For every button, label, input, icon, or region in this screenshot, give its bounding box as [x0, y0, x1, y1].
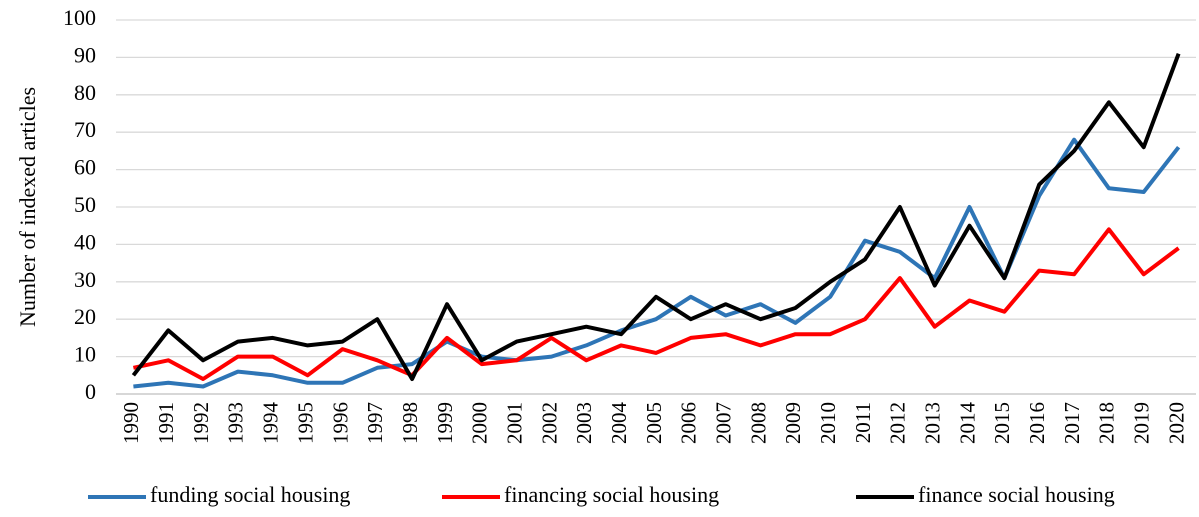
y-tick-label: 10 — [74, 342, 96, 367]
x-tick-label: 2009 — [781, 402, 805, 444]
x-tick-label: 2015 — [990, 402, 1014, 444]
x-tick-label: 2004 — [607, 402, 631, 445]
series-line — [133, 137, 1181, 389]
x-tick-label: 2007 — [711, 402, 735, 444]
x-tick-label: 2008 — [746, 402, 770, 444]
x-tick-label: 1997 — [363, 402, 387, 444]
x-tick-label: 2011 — [851, 402, 875, 443]
y-tick-label: 90 — [74, 42, 96, 67]
y-tick-label: 60 — [74, 155, 96, 180]
series-line — [131, 53, 1181, 381]
x-tick-label: 2019 — [1130, 402, 1154, 444]
legend-label: financing social housing — [504, 482, 719, 507]
x-tick-label: 2020 — [1164, 402, 1188, 444]
y-tick-label: 30 — [74, 267, 96, 292]
y-tick-label: 70 — [74, 117, 96, 142]
x-tick-label: 2001 — [502, 402, 526, 444]
x-tick-label: 1990 — [119, 402, 143, 444]
y-tick-label: 100 — [63, 5, 96, 30]
legend-label: finance social housing — [918, 482, 1115, 507]
x-tick-label: 2006 — [677, 402, 701, 444]
x-tick-label: 2000 — [468, 402, 492, 444]
y-tick-label: 0 — [85, 379, 96, 404]
x-tick-label: 1991 — [154, 402, 178, 444]
x-tick-label: 2005 — [642, 402, 666, 444]
x-tick-label: 2003 — [572, 402, 596, 444]
x-tick-label: 1992 — [189, 402, 213, 444]
x-tick-label: 1994 — [259, 402, 283, 445]
x-tick-label: 2013 — [921, 402, 945, 444]
series-line — [132, 227, 1180, 381]
legend-label: funding social housing — [150, 482, 350, 507]
x-tick-label: 2014 — [955, 402, 979, 445]
x-tick-label: 1993 — [224, 402, 248, 444]
x-tick-label: 2018 — [1095, 402, 1119, 444]
x-tick-label: 2017 — [1060, 402, 1084, 444]
y-tick-label: 80 — [74, 80, 96, 105]
x-tick-label: 2016 — [1025, 402, 1049, 444]
y-tick-label: 40 — [74, 229, 96, 254]
x-tick-label: 2002 — [537, 402, 561, 444]
x-tick-label: 1998 — [398, 402, 422, 444]
x-tick-label: 2010 — [816, 402, 840, 444]
y-tick-label: 50 — [74, 192, 96, 217]
y-axis-label: Number of indexed articles — [15, 87, 40, 327]
y-tick-label: 20 — [74, 304, 96, 329]
x-tick-label: 1999 — [433, 402, 457, 444]
x-tick-label: 2012 — [886, 402, 910, 444]
x-tick-label: 1995 — [293, 402, 317, 444]
x-tick-label: 1996 — [328, 402, 352, 444]
